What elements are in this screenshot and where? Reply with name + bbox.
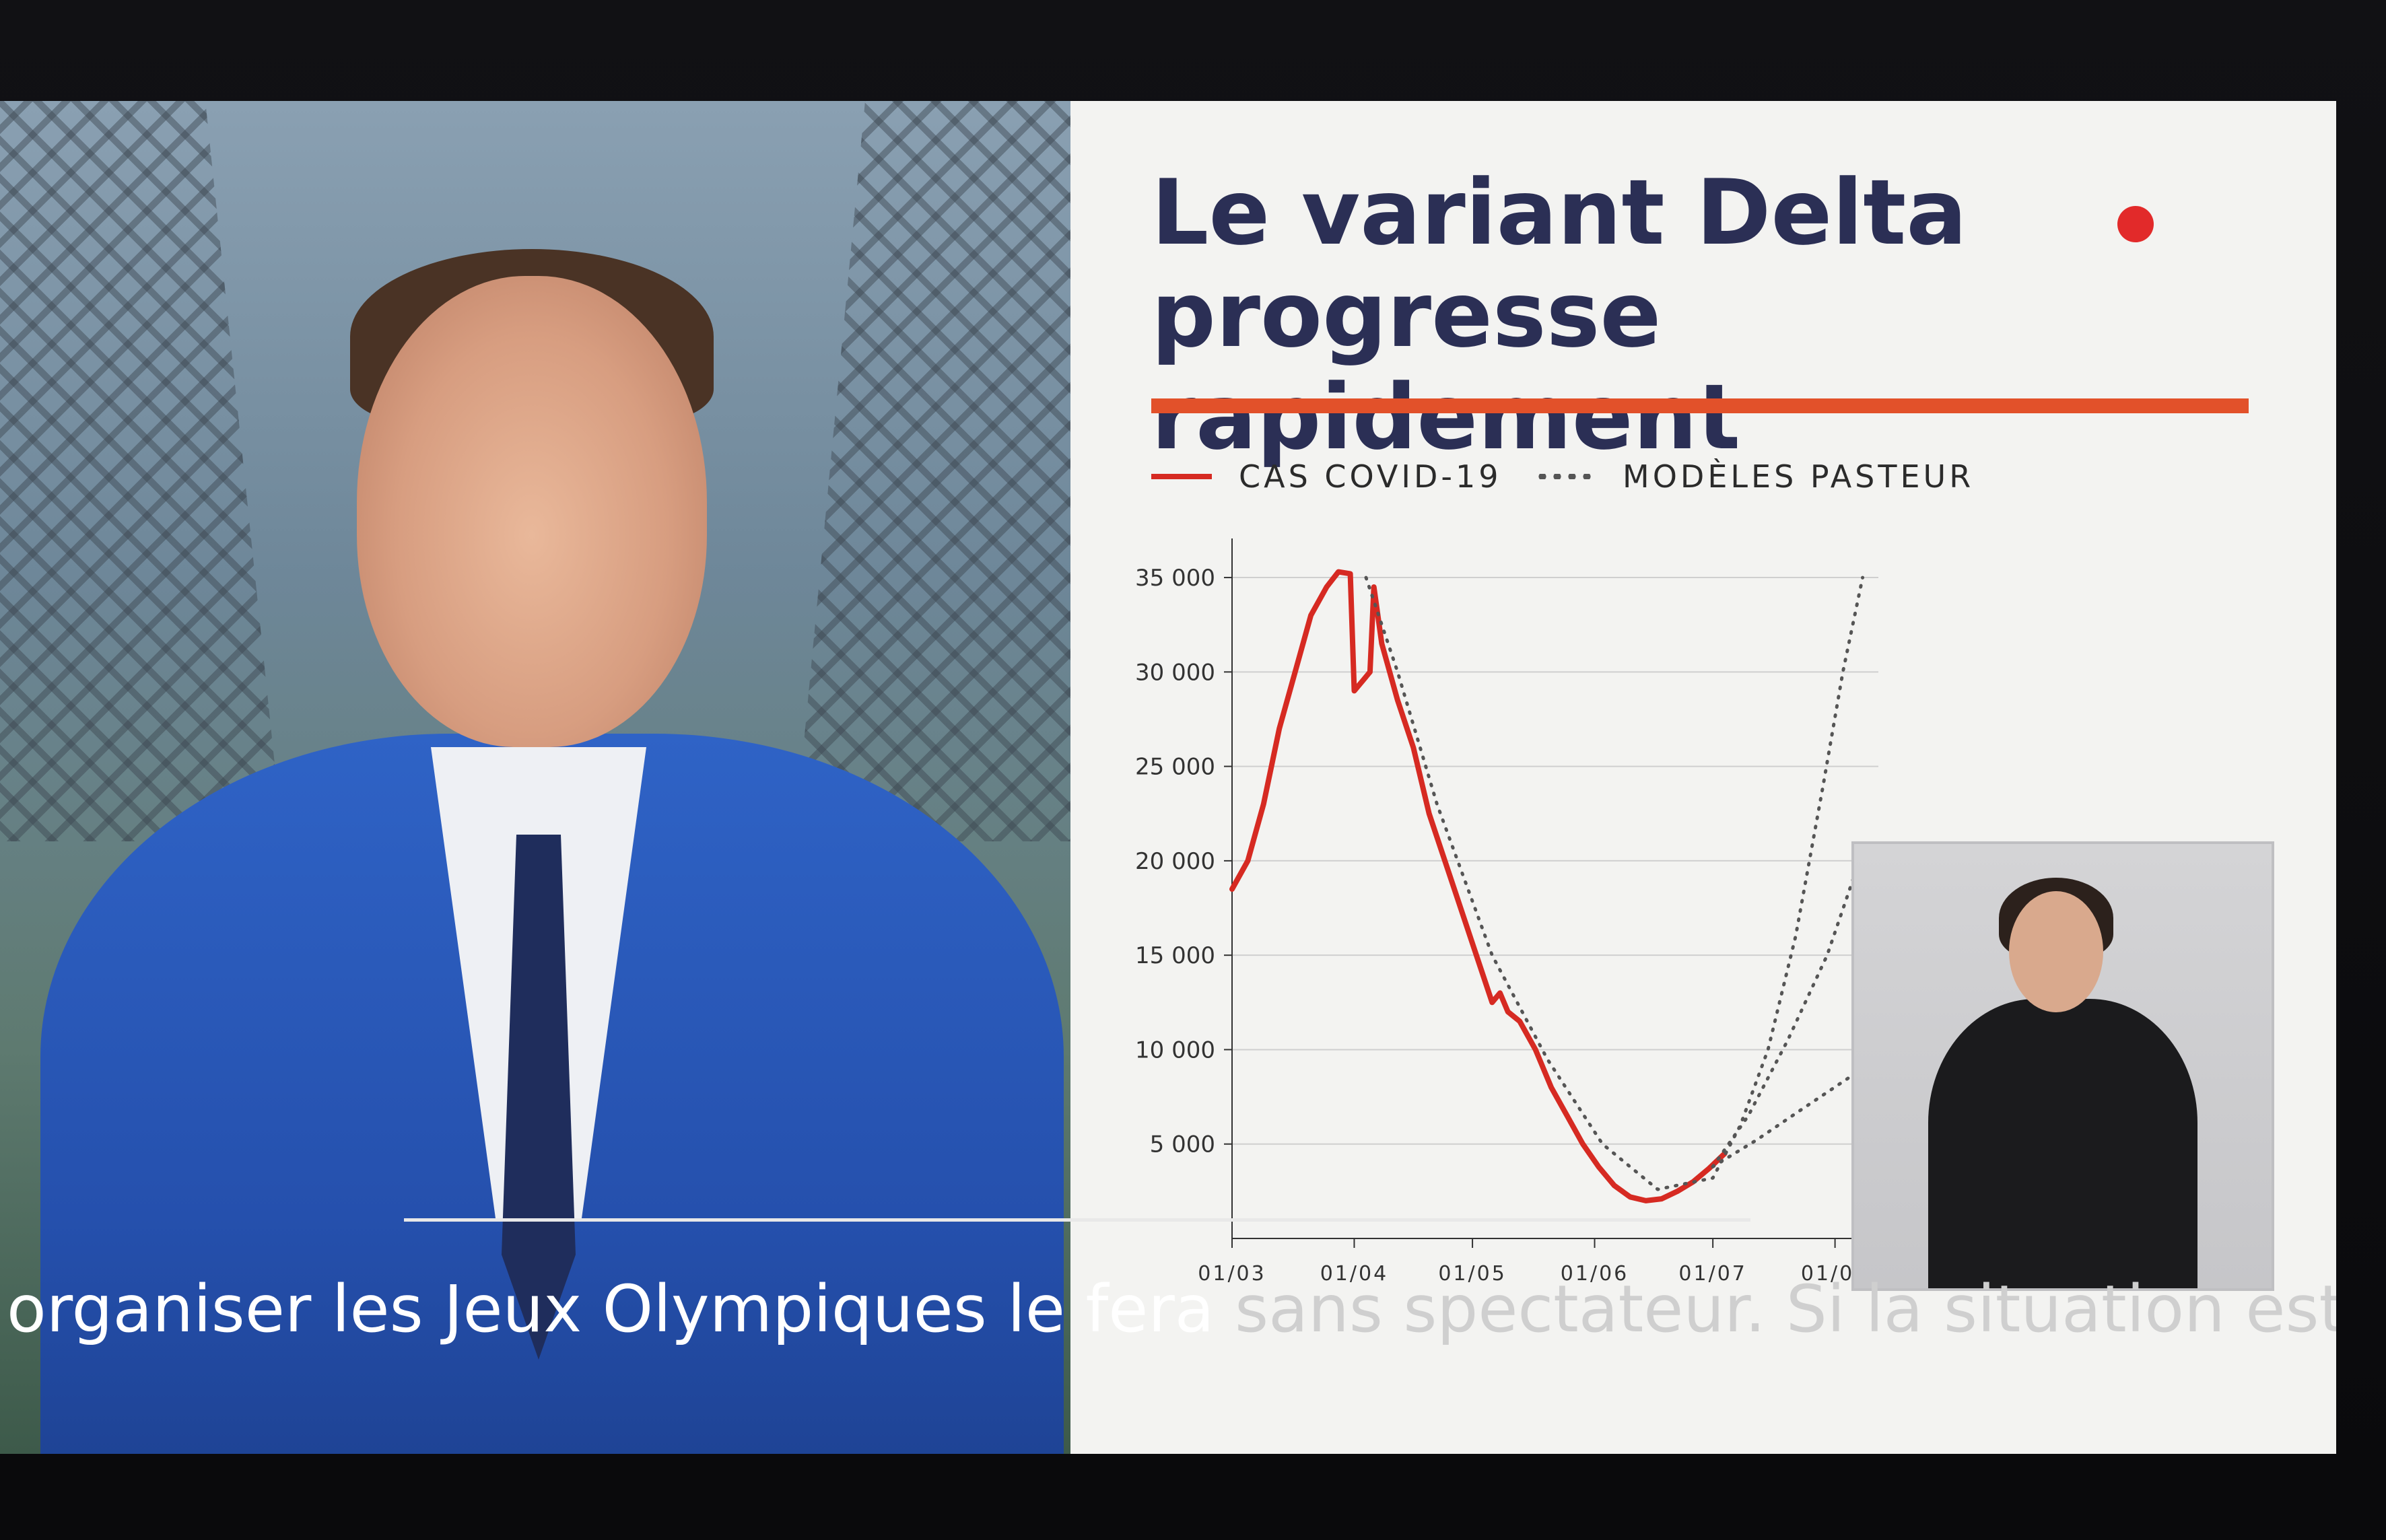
eiffel-tower-left-leg — [0, 101, 283, 841]
y-tick-label: 20 000 — [1135, 848, 1215, 875]
sign-language-interpreter-inset — [1851, 841, 2274, 1291]
interpreter-head — [2009, 891, 2103, 1012]
x-tick-label: 01/03 — [1198, 1262, 1266, 1286]
legend-solid-line-swatch — [1151, 474, 1212, 479]
title-underline — [1151, 398, 2249, 413]
legend-label-models: MODÈLES PASTEUR — [1623, 458, 1975, 495]
graphic-panel: Le variant Delta progresse rapidement CA… — [1070, 101, 2336, 1454]
title-line-2: progresse rapidement — [1151, 262, 1741, 470]
x-tick-label: 01/07 — [1678, 1262, 1746, 1286]
chart-legend: CAS COVID-19 MODÈLES PASTEUR — [1151, 451, 2161, 498]
legend-dotted-line-swatch — [1535, 474, 1596, 479]
interpreter-body — [1928, 999, 2197, 1288]
closed-caption: organiser les Jeux Olympiques le fera sa… — [7, 1245, 2336, 1373]
caption-part-2: sans spectateur. Si la situation est — [1235, 1271, 2336, 1347]
title-line-1: Le variant Delta — [1151, 160, 1967, 265]
covid-cases-line — [1229, 569, 1728, 1203]
eiffel-tower-right-leg — [794, 101, 1070, 841]
x-tick-label: 01/04 — [1320, 1262, 1388, 1286]
legend-label-cases: CAS COVID-19 — [1239, 458, 1502, 495]
model-projection-line — [1711, 849, 1865, 1168]
subtitle-rule — [404, 1218, 1750, 1222]
red-dot-icon — [2117, 206, 2154, 242]
speaker-head — [357, 276, 707, 747]
model-projection-line — [1711, 1067, 1865, 1168]
y-tick-label: 10 000 — [1135, 1037, 1215, 1063]
tv-screen: Le variant Delta progresse rapidement CA… — [0, 101, 2336, 1454]
line-chart: 5 000 10 000 15 000 20 000 25 000 30 000 35 00… — [1135, 538, 1892, 1286]
y-tick-label: 25 000 — [1135, 754, 1215, 781]
graphic-title: Le variant Delta progresse rapidement — [1151, 162, 2242, 468]
model-projection-line — [1364, 575, 1865, 1191]
y-tick-label: 30 000 — [1135, 659, 1215, 686]
caption-part-1: organiser les Jeux Olympiques le fera — [7, 1271, 1235, 1347]
x-tick-label: 01/06 — [1561, 1262, 1629, 1286]
x-tick-label: 01/05 — [1438, 1262, 1506, 1286]
video-panel — [0, 101, 1070, 1454]
y-tick-label: 35 000 — [1135, 565, 1215, 592]
y-tick-label: 5 000 — [1150, 1131, 1215, 1158]
y-tick-label: 15 000 — [1135, 942, 1215, 969]
speaker-tie — [502, 835, 576, 1360]
